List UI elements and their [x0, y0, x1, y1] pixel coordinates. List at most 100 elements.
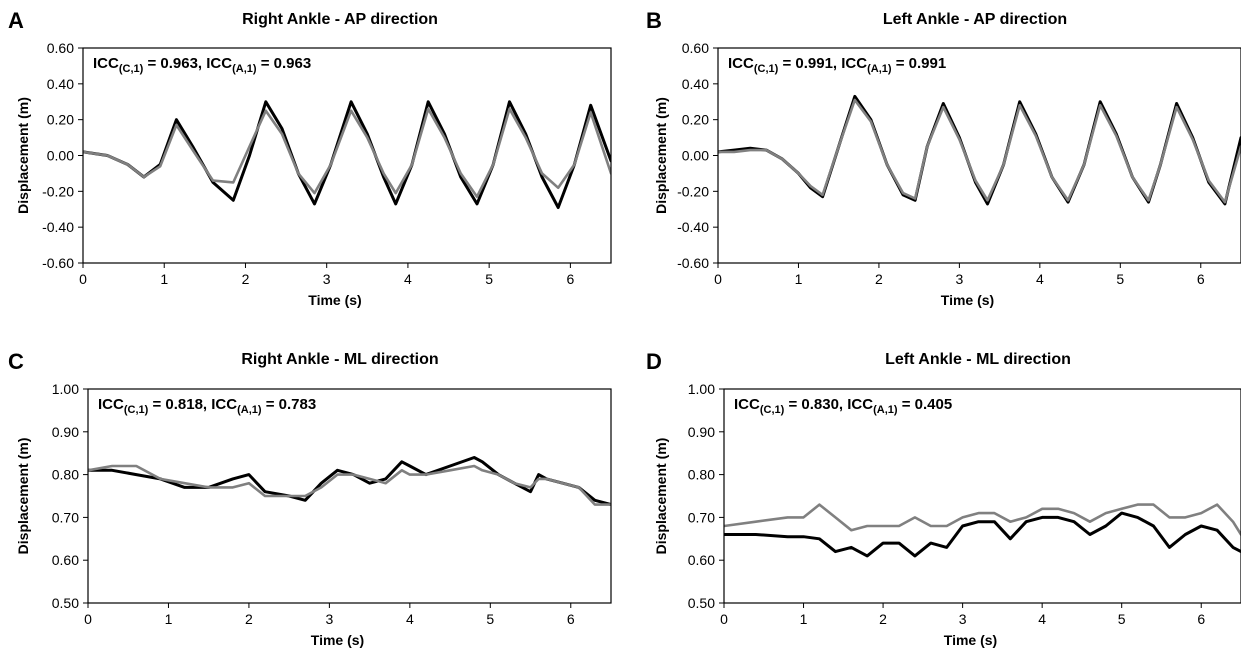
- y-tick-label: 0.80: [688, 467, 715, 483]
- x-tick-label: 4: [1038, 611, 1046, 627]
- icc-text-part: = 0.991: [892, 55, 947, 72]
- x-tick-label: 2: [879, 611, 887, 627]
- icc-text-part: = 0.963,: [143, 55, 206, 72]
- x-tick-label: 5: [1118, 611, 1126, 627]
- x-tick-label: 2: [245, 611, 253, 627]
- icc-annotation: ICC(C,1) = 0.963, ICC(A,1) = 0.963: [93, 55, 311, 75]
- y-axis-title: Displacement (m): [15, 97, 31, 214]
- x-tick-label: 4: [404, 271, 412, 287]
- icc-text-part: = 0.991,: [778, 55, 841, 72]
- y-tick-label: 0.40: [47, 76, 74, 92]
- panel-letter: B: [646, 8, 662, 33]
- y-tick-label: -0.40: [677, 219, 709, 235]
- x-axis-title: Time (s): [944, 632, 997, 648]
- y-tick-label: 0.70: [52, 509, 79, 525]
- panel-title: Right Ankle - ML direction: [241, 351, 438, 368]
- x-tick-label: 1: [795, 271, 803, 287]
- series-line-black: [83, 100, 611, 209]
- x-tick-label: 0: [84, 611, 92, 627]
- series-line-gray: [83, 107, 611, 198]
- x-tick-label: 3: [325, 611, 333, 627]
- panel-title: Left Ankle - AP direction: [883, 11, 1067, 28]
- y-tick-label: 0.90: [52, 424, 79, 440]
- icc-subscript: (A,1): [867, 63, 892, 75]
- x-tick-label: 5: [485, 271, 493, 287]
- icc-annotation: ICC(C,1) = 0.830, ICC(A,1) = 0.405: [734, 396, 952, 416]
- x-tick-label: 0: [79, 271, 87, 287]
- x-tick-label: 6: [567, 611, 575, 627]
- icc-subscript: (C,1): [124, 404, 149, 416]
- icc-text-part: ICC: [841, 55, 867, 72]
- icc-text-part: = 0.818,: [148, 396, 211, 413]
- y-tick-label: 0.60: [52, 552, 79, 568]
- y-tick-label: 0.90: [688, 424, 715, 440]
- y-tick-label: 0.60: [682, 40, 709, 56]
- y-tick-label: 1.00: [52, 381, 79, 397]
- x-tick-label: 3: [959, 611, 967, 627]
- icc-text-part: ICC: [98, 396, 124, 413]
- icc-subscript: (C,1): [754, 63, 779, 75]
- x-tick-label: 5: [1116, 271, 1124, 287]
- icc-subscript: (A,1): [873, 404, 898, 416]
- x-tick-label: 1: [160, 271, 168, 287]
- x-tick-label: 0: [714, 271, 722, 287]
- y-tick-label: 0.60: [688, 552, 715, 568]
- icc-text-part: ICC: [847, 396, 873, 413]
- panel-d: D Left Ankle - ML direction 0.50 0.60 0.70 0.…: [646, 349, 1241, 648]
- panel-c: C Right Ankle - ML direction 0.50 0.60 0.70 0…: [8, 349, 612, 648]
- x-tick-label: 2: [242, 271, 250, 287]
- y-tick-label: 0.70: [688, 509, 715, 525]
- x-tick-label: 4: [1036, 271, 1044, 287]
- panel-title: Left Ankle - ML direction: [885, 351, 1071, 368]
- icc-text-part: ICC: [206, 55, 232, 72]
- panel-letter: C: [8, 349, 24, 374]
- icc-text-part: = 0.783: [262, 396, 317, 413]
- panel-title: Right Ankle - AP direction: [242, 11, 438, 28]
- icc-annotation: ICC(C,1) = 0.991, ICC(A,1) = 0.991: [728, 55, 946, 75]
- x-tick-label: 6: [1197, 611, 1205, 627]
- y-tick-label: 0.00: [682, 148, 709, 164]
- y-tick-label: 0.20: [682, 112, 709, 128]
- y-tick-label: 0.50: [52, 595, 79, 611]
- x-axis-title: Time (s): [311, 632, 364, 648]
- icc-text-part: ICC: [728, 55, 754, 72]
- y-axis-title: Displacement (m): [653, 438, 669, 555]
- x-tick-label: 1: [165, 611, 173, 627]
- series-line-gray: [724, 503, 1241, 536]
- panel-a: A Right Ankle - AP direction -0.60 -0.40 -0.…: [8, 8, 612, 308]
- y-tick-label: -0.60: [677, 255, 709, 271]
- y-axis-title: Displacement (m): [15, 438, 31, 555]
- y-tick-label: -0.40: [42, 219, 74, 235]
- panel-letter: D: [646, 349, 662, 374]
- icc-subscript: (A,1): [237, 404, 262, 416]
- x-tick-label: 6: [566, 271, 574, 287]
- x-tick-label: 3: [955, 271, 963, 287]
- series-line-black: [724, 511, 1241, 558]
- y-tick-label: 1.00: [688, 381, 715, 397]
- icc-subscript: (C,1): [119, 63, 144, 75]
- y-tick-label: -0.60: [42, 255, 74, 271]
- x-tick-label: 5: [486, 611, 494, 627]
- panel-b: B Left Ankle - AP direction -0.60 -0.40 -0.2…: [646, 8, 1241, 308]
- series-line-gray: [718, 98, 1241, 204]
- x-tick-label: 4: [406, 611, 414, 627]
- plot-frame: [87, 388, 612, 604]
- y-tick-label: 0.00: [47, 148, 74, 164]
- x-tick-label: 6: [1197, 271, 1205, 287]
- x-tick-label: 0: [720, 611, 728, 627]
- icc-annotation: ICC(C,1) = 0.818, ICC(A,1) = 0.783: [98, 396, 316, 416]
- y-tick-label: -0.20: [42, 183, 74, 199]
- y-tick-label: 0.20: [47, 112, 74, 128]
- x-tick-label: 1: [800, 611, 808, 627]
- icc-subscript: (A,1): [232, 63, 257, 75]
- x-axis-title: Time (s): [941, 292, 994, 308]
- y-axis-title: Displacement (m): [653, 97, 669, 214]
- icc-text-part: = 0.963: [257, 55, 312, 72]
- icc-subscript: (C,1): [760, 404, 785, 416]
- icc-text-part: = 0.405: [898, 396, 953, 413]
- icc-text-part: ICC: [93, 55, 119, 72]
- icc-text-part: = 0.830,: [784, 396, 847, 413]
- y-tick-label: 0.80: [52, 467, 79, 483]
- x-axis-title: Time (s): [308, 292, 361, 308]
